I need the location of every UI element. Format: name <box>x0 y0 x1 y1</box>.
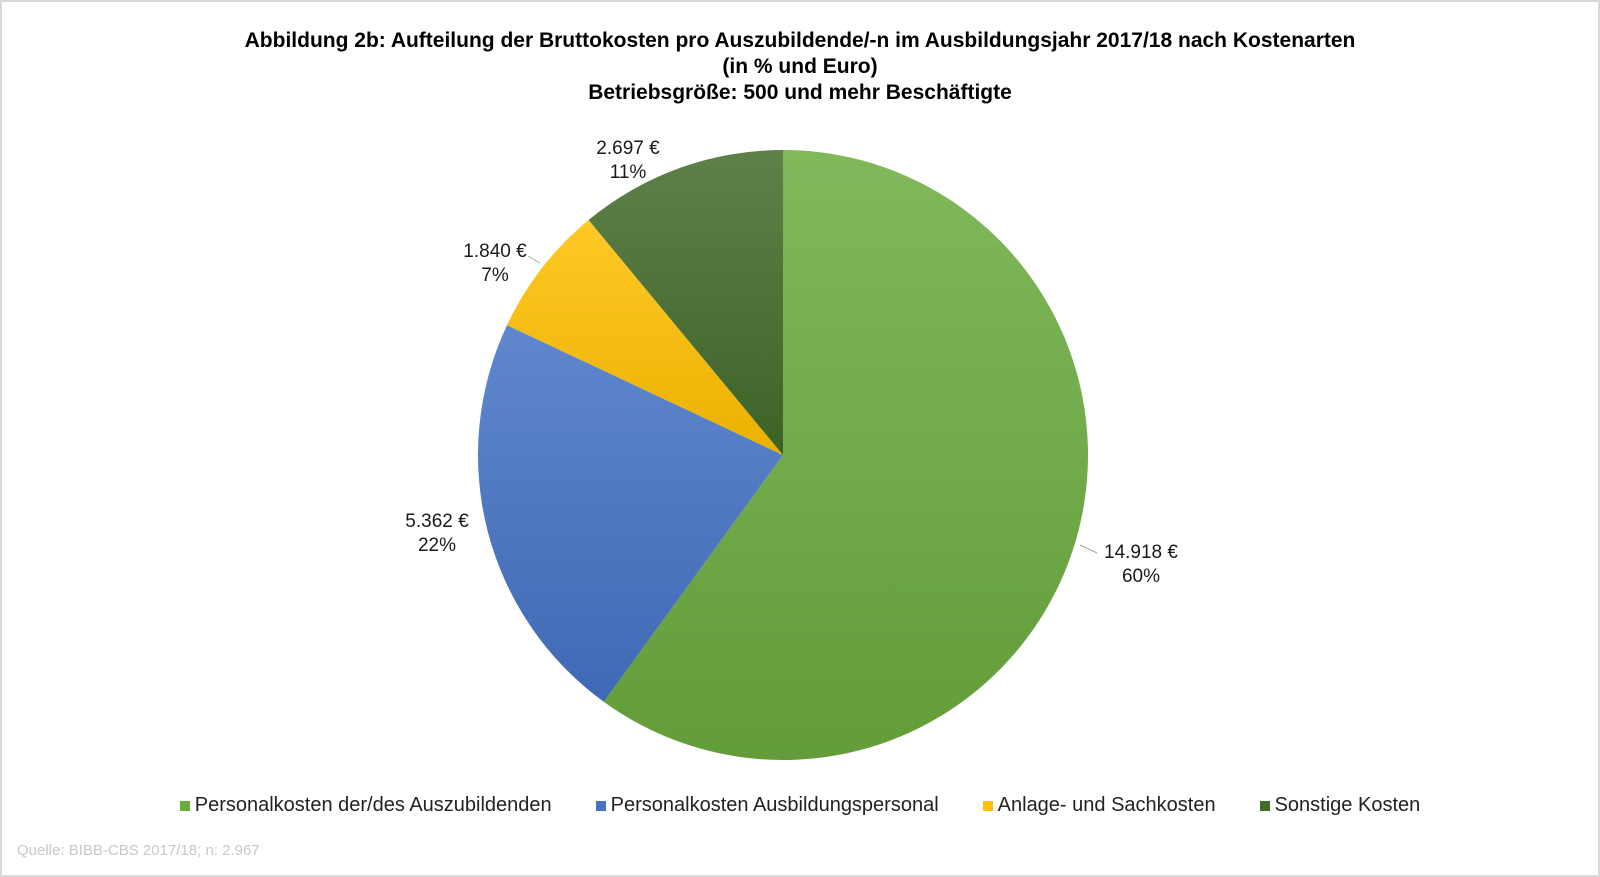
legend-label: Personalkosten Ausbildungspersonal <box>610 794 939 816</box>
leader-line <box>1079 544 1098 554</box>
source-note: Quelle: BIBB-CBS 2017/18; n: 2.967 <box>17 842 260 859</box>
legend-label: Anlage- und Sachkosten <box>997 794 1216 816</box>
legend-item: Personalkosten der/des Auszubildenden <box>179 794 552 817</box>
legend-swatch <box>179 800 190 811</box>
pie-slice <box>588 150 783 455</box>
data-label-euro: 2.697 € <box>596 138 660 159</box>
pie-slice <box>507 219 783 455</box>
legend-swatch <box>595 800 606 811</box>
title-line-3: Betriebsgröße: 500 und mehr Beschäftigte <box>588 81 1012 104</box>
legend: Personalkosten der/des Auszubildenden Pe… <box>0 794 1600 817</box>
data-label-percent: 7% <box>481 265 509 286</box>
data-label-percent: 22% <box>418 535 456 556</box>
legend-item: Personalkosten Ausbildungspersonal <box>595 794 939 817</box>
data-label-percent: 11% <box>610 162 647 183</box>
legend-swatch <box>1259 800 1270 811</box>
data-label-percent: 60% <box>1122 566 1160 587</box>
legend-item: Anlage- und Sachkosten <box>982 794 1216 817</box>
data-label-euro: 1.840 € <box>463 241 527 262</box>
leader-line <box>527 255 541 264</box>
data-label-euro: 5.362 € <box>405 511 469 532</box>
data-label-euro: 14.918 € <box>1104 542 1178 563</box>
title-line-2: (in % und Euro) <box>722 55 878 78</box>
pie-slice <box>477 325 783 702</box>
title-line-1: Abbildung 2b: Aufteilung der Bruttokoste… <box>244 29 1356 52</box>
legend-label: Sonstige Kosten <box>1274 794 1421 816</box>
legend-label: Personalkosten der/des Auszubildenden <box>194 794 552 816</box>
legend-item: Sonstige Kosten <box>1259 794 1421 817</box>
chart-title: Abbildung 2b: Aufteilung der Bruttokoste… <box>0 28 1600 106</box>
pie-slice <box>603 150 1088 760</box>
legend-swatch <box>982 800 993 811</box>
